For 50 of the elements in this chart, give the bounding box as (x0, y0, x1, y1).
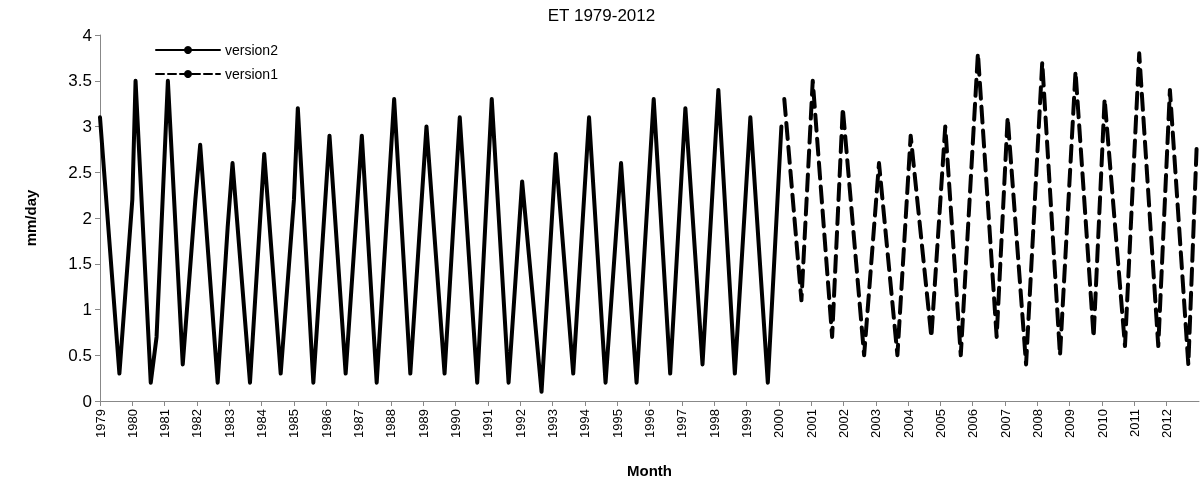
y-tick-label: 3 (82, 117, 92, 136)
x-tick-label: 1983 (221, 409, 237, 438)
x-axis-title: Month (627, 462, 672, 479)
y-tick-label: 4 (82, 25, 92, 45)
x-tick-label: 1989 (415, 409, 431, 438)
x-tick-label: 1990 (448, 409, 464, 438)
x-tick-label: 1996 (642, 409, 657, 438)
legend-label: version1 (225, 66, 279, 82)
x-tick-label: 1981 (157, 409, 173, 438)
x-tick-label: 1988 (383, 409, 399, 438)
x-tick-label: 1984 (254, 409, 270, 438)
x-tick-label: 2006 (965, 409, 981, 438)
x-tick-label: 2004 (900, 409, 916, 438)
x-tick-label: 2009 (1062, 409, 1078, 438)
legend-label: version2 (225, 42, 279, 58)
x-tick-label: 2008 (1029, 409, 1045, 438)
x-tick-label: 1998 (706, 409, 722, 438)
x-tick-label: 1986 (318, 409, 334, 438)
x-tick-label: 2003 (868, 409, 884, 438)
x-tick-label: 1995 (609, 409, 625, 438)
x-tick-label: 1979 (92, 409, 108, 438)
x-tick-label: 1980 (124, 409, 140, 438)
x-tick-label: 1982 (189, 409, 205, 438)
x-tick-label: 2000 (771, 409, 787, 438)
x-tick-label: 2007 (997, 409, 1013, 438)
y-tick-label: 2 (82, 208, 92, 228)
line-series (782, 51, 1199, 367)
y-tick-label: 3.5 (68, 71, 92, 91)
x-tick-label: 1985 (286, 409, 302, 438)
y-tick-label: 1 (82, 300, 92, 319)
y-tick-label: 0 (82, 391, 92, 411)
y-tick-label: 2.5 (68, 162, 92, 182)
x-tick-label: 1993 (545, 409, 561, 438)
x-tick-label: 2005 (932, 409, 948, 438)
x-tick-label: 2002 (835, 409, 851, 438)
x-tick-label: 1997 (674, 409, 690, 438)
x-tick-label: 1991 (480, 409, 496, 438)
y-tick-label: 0.5 (68, 345, 92, 365)
x-tick-label: 1987 (351, 409, 367, 438)
x-tick-label: 2012 (1159, 409, 1175, 438)
line-series (98, 78, 784, 394)
x-tick-label: 1994 (577, 409, 593, 438)
chart-title: ET 1979-2012 (547, 6, 656, 25)
y-axis-title: mm/day (22, 189, 39, 247)
y-tick-label: 1.5 (68, 254, 92, 274)
x-tick-label: 2011 (1126, 409, 1142, 437)
x-tick-label: 2010 (1094, 409, 1110, 438)
x-tick-label: 2001 (803, 409, 819, 438)
x-tick-label: 1992 (512, 409, 528, 438)
x-tick-label: 1999 (738, 409, 754, 438)
